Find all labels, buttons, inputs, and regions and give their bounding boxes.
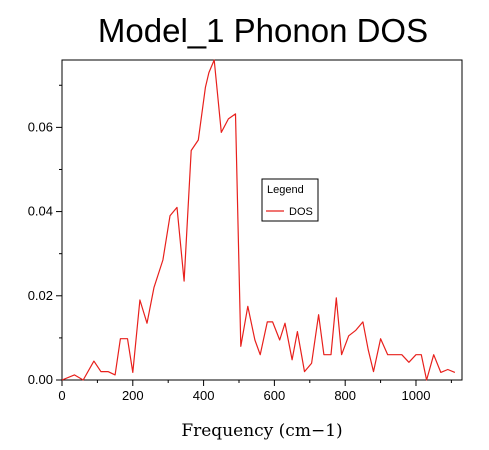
chart-title: Model_1 Phonon DOS <box>98 12 428 49</box>
x-axis-label: Frequency (cm−1) <box>181 421 342 441</box>
y-tick-label: 0.02 <box>28 288 53 303</box>
x-tick-label: 0 <box>58 388 65 403</box>
plot-frame <box>61 59 463 381</box>
x-tick-label: 400 <box>193 388 215 403</box>
x-tick-label: 600 <box>264 388 286 403</box>
y-tick-label: 0.06 <box>28 119 53 134</box>
series-line-dos <box>61 59 456 381</box>
legend-entry-dos: DOS <box>289 206 313 218</box>
x-tick-label: 200 <box>122 388 144 403</box>
x-axis: 0 200 400 600 800 1000 <box>58 380 452 403</box>
legend: Legend DOS <box>261 178 319 222</box>
y-tick-label: 0.00 <box>28 372 53 387</box>
x-tick-label: 800 <box>334 388 356 403</box>
y-axis: 0.00 0.02 0.04 0.06 <box>28 84 62 387</box>
y-tick-label: 0.04 <box>28 204 53 219</box>
legend-box <box>261 178 319 222</box>
x-tick-label: 1000 <box>402 388 431 403</box>
series-layer <box>61 59 456 381</box>
legend-title: Legend <box>267 184 304 196</box>
